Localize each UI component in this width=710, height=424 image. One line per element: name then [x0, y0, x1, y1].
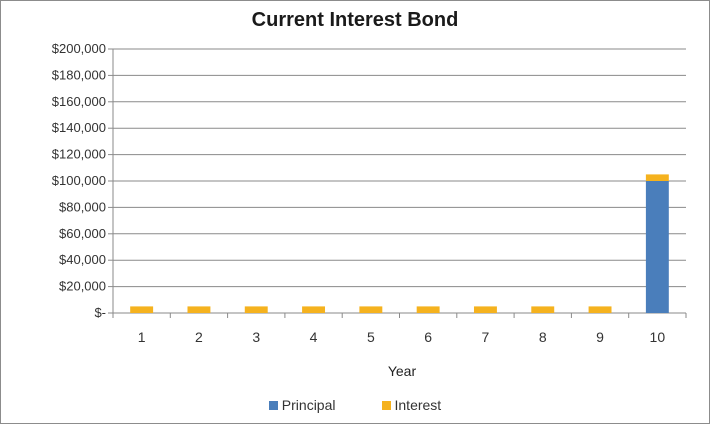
bar-interest: [645, 174, 669, 181]
y-tick-label: $60,000: [59, 226, 106, 241]
x-tick-label: 3: [252, 329, 260, 345]
x-tick-label: 10: [650, 329, 666, 345]
x-tick-label: 8: [539, 329, 547, 345]
legend-swatch-principal: [268, 400, 278, 410]
bar-interest: [302, 306, 326, 313]
legend-label-interest: Interest: [394, 397, 442, 413]
bar-interest: [244, 306, 268, 313]
y-tick-label: $40,000: [59, 252, 106, 267]
y-tick-label: $200,000: [52, 41, 106, 56]
bar-interest: [130, 306, 154, 313]
chart-title: Current Interest Bond: [251, 9, 459, 31]
bar-interest: [588, 306, 612, 313]
bar-interest: [187, 306, 211, 313]
bar-interest: [359, 306, 383, 313]
legend-item-principal: Principal: [268, 397, 336, 413]
x-tick-label: 2: [195, 329, 203, 345]
legend-label-principal: Principal: [281, 397, 336, 413]
y-tick-label: $160,000: [52, 94, 106, 109]
bar-interest: [531, 306, 555, 313]
bar-interest: [473, 306, 497, 313]
x-tick-label: 6: [424, 329, 432, 345]
bar-principal: [645, 181, 669, 313]
legend-swatch-interest: [381, 400, 391, 410]
legend: Principal Interest: [0, 397, 710, 413]
gridlines: [108, 48, 686, 314]
x-tick-label: 1: [138, 329, 146, 345]
y-tick-label: $80,000: [59, 199, 106, 214]
y-tick-label: $-: [94, 305, 106, 320]
x-tick-label: 4: [310, 329, 318, 345]
x-axis-ticks: 1 2 3 4 5 6 7 8 9 10: [112, 313, 687, 345]
y-tick-label: $120,000: [52, 147, 106, 162]
y-tick-label: $100,000: [52, 173, 106, 188]
legend-item-interest: Interest: [381, 397, 442, 413]
x-tick-label: 7: [482, 329, 490, 345]
x-tick-label: 9: [596, 329, 604, 345]
y-tick-label: $20,000: [59, 279, 106, 294]
y-tick-label: $180,000: [52, 67, 106, 82]
x-tick-label: 5: [367, 329, 375, 345]
x-axis-title: Year: [387, 363, 417, 379]
bar-interest: [416, 306, 440, 313]
y-axis-ticks: $- $20,000 $40,000 $60,000 $80,000 $100,000 $1…: [52, 41, 106, 320]
y-tick-label: $140,000: [52, 120, 106, 135]
bars: [130, 174, 669, 313]
